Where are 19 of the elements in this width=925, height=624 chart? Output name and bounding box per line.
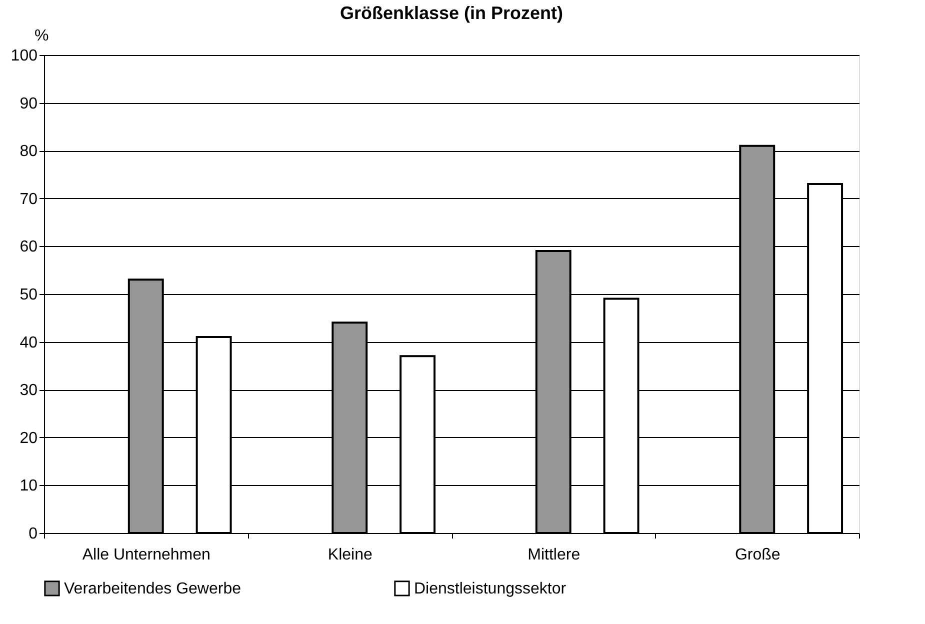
y-tick-label: 60: [20, 238, 38, 256]
y-axis-title: %: [34, 28, 49, 44]
y-tick-label: 100: [10, 48, 38, 64]
y-tick-label: 30: [20, 382, 38, 400]
y-tick-label: 20: [20, 430, 38, 447]
y-tick-label: 70: [20, 190, 38, 208]
x-tick-label: Kleine: [328, 546, 372, 564]
y-tick-label: 90: [20, 95, 38, 112]
x-tick-label: Mittlere: [528, 546, 580, 564]
y-tick-label: 50: [20, 286, 38, 304]
legend-label: Dienstleistungssektor: [414, 580, 567, 598]
legend-label: Verarbeitendes Gewerbe: [64, 580, 242, 598]
y-tick-label: 10: [20, 478, 38, 495]
x-tick-label: Große: [734, 546, 780, 564]
y-tick-label: 40: [20, 334, 38, 352]
x-tick-label: Alle Unternehmen: [82, 546, 210, 564]
y-tick-label: 80: [20, 143, 38, 160]
y-tick-label: 0: [28, 526, 38, 542]
chart-title: Größenklasse (in Prozent): [340, 3, 564, 23]
